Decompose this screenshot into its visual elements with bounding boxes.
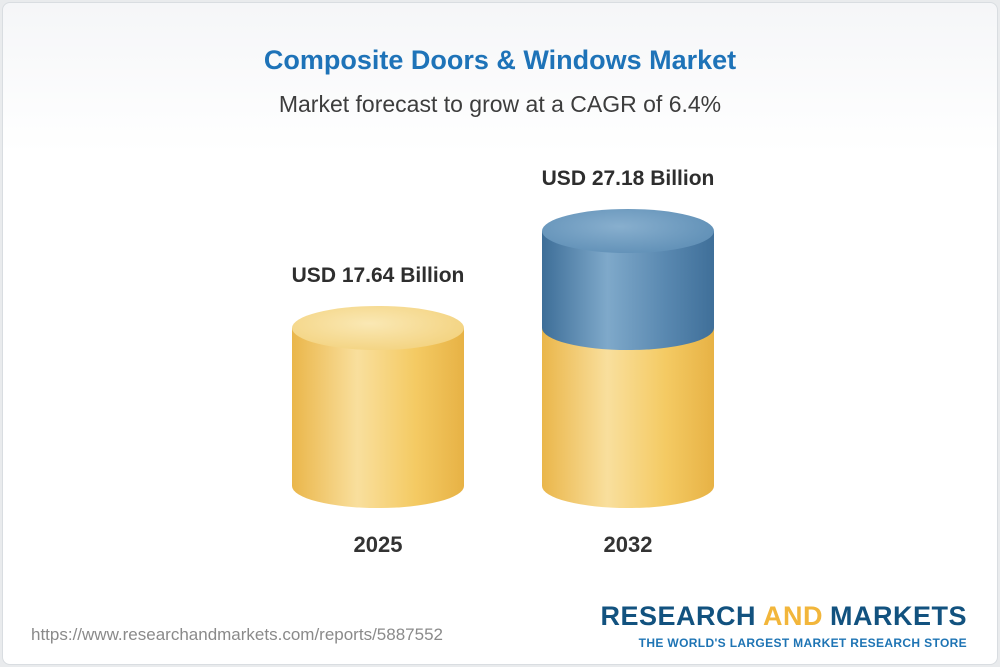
bar-chart: USD 17.64 Billion 2025 USD 27.18 Billion… [3,3,997,664]
logo-tagline: THE WORLD'S LARGEST MARKET RESEARCH STOR… [638,636,967,650]
value-label-2032: USD 27.18 Billion [541,167,715,190]
chart-title: Composite Doors & Windows Market [263,45,737,75]
cylinder-body-2025 [292,328,464,508]
chart-subtitle: Market forecast to grow at a CAGR of 6.4… [278,91,722,117]
cylinder-base-segment-2032 [542,328,714,508]
category-label-2025: 2025 [353,532,403,557]
category-label-2032: 2032 [603,532,653,557]
logo-word-markets: MARKETS [830,601,967,631]
logo-wordmark: RESEARCH AND MARKETS [600,601,967,632]
source-url: https://www.researchandmarkets.com/repor… [31,625,443,644]
logo-word-research: RESEARCH [600,601,756,631]
cylinder-top-2025 [292,306,464,350]
logo-word-and: AND [763,601,823,631]
researchandmarkets-logo: RESEARCH AND MARKETS THE WORLD'S LARGEST M… [600,601,967,650]
cylinder-top-2032 [542,209,714,253]
value-label-2025: USD 17.64 Billion [291,264,465,287]
